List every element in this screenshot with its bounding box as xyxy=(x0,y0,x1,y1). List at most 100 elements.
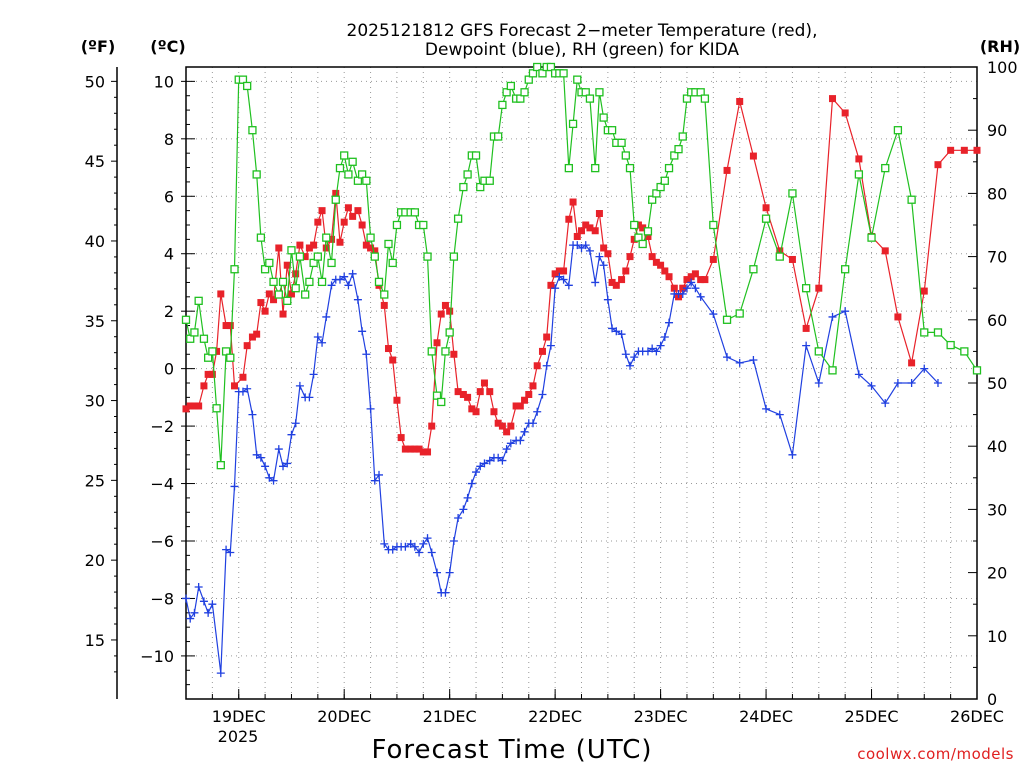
dewpoint-point xyxy=(581,241,590,250)
rh-point xyxy=(749,265,758,274)
rh-point xyxy=(722,315,732,324)
temperature-point xyxy=(516,402,524,410)
rh-point xyxy=(494,132,503,141)
chart-title-line2: Dewpoint (blue), RH (green) for KIDA xyxy=(425,40,740,60)
rh-point xyxy=(441,347,450,356)
rh-point xyxy=(419,220,428,230)
dewpoint-point xyxy=(287,430,296,439)
temperature-point xyxy=(507,422,515,430)
rh-point xyxy=(648,195,657,204)
series-rh xyxy=(181,62,982,470)
series-temperature xyxy=(182,95,981,456)
dewpoint-point xyxy=(828,312,837,321)
dewpoint-point xyxy=(327,281,336,290)
x-tick-label: 23DEC xyxy=(634,707,688,726)
x-tick-label: 21DEC xyxy=(423,707,477,726)
temperature-point xyxy=(472,408,480,416)
temperature-point xyxy=(920,287,928,295)
temperature-point xyxy=(586,224,594,232)
temperature-point xyxy=(691,270,699,278)
y-tick-label-c: −10 xyxy=(140,647,174,666)
temperature-point xyxy=(490,408,498,416)
dewpoint-point xyxy=(309,370,318,379)
rh-point xyxy=(696,88,705,97)
rh-point xyxy=(841,265,850,274)
rh-point xyxy=(265,258,274,268)
temperature-point xyxy=(305,244,313,252)
y-tick-label-c: 4 xyxy=(164,245,174,264)
y-tick-label-c: −2 xyxy=(150,417,174,436)
rh-point xyxy=(353,176,363,185)
dewpoint-point xyxy=(648,344,657,353)
temperature-point xyxy=(265,290,273,298)
rh-point xyxy=(216,461,225,470)
dewpoint-point xyxy=(344,281,353,290)
dewpoint-point xyxy=(472,468,481,477)
dewpoint-point xyxy=(498,456,507,465)
temperature-point xyxy=(670,284,678,292)
temperature-point xyxy=(582,221,590,229)
y-tick-label-f: 40 xyxy=(85,232,105,251)
temperature-point xyxy=(960,146,968,154)
temperature-point xyxy=(565,215,573,223)
rh-point xyxy=(533,62,542,72)
dewpoint-point xyxy=(401,542,410,551)
temperature-point xyxy=(512,402,520,410)
dewpoint-point xyxy=(362,350,371,359)
rh-point xyxy=(801,284,811,293)
rh-point xyxy=(283,296,292,305)
temperature-point xyxy=(543,333,551,341)
y-tick-label-rh: 70 xyxy=(987,248,1007,267)
temperature-point xyxy=(573,232,581,240)
temperature-point xyxy=(253,330,261,338)
dewpoint-point xyxy=(585,246,594,255)
temperature-point xyxy=(533,362,541,370)
rh-point xyxy=(506,81,515,91)
dewpoint-point xyxy=(595,252,604,261)
rh-point xyxy=(881,163,890,173)
rh-point xyxy=(423,252,432,261)
dewpoint-point xyxy=(375,470,384,479)
dewpoint-point xyxy=(603,295,612,304)
temperature-point xyxy=(446,307,454,315)
temperature-point xyxy=(261,307,269,315)
rh-point xyxy=(327,258,336,268)
dewpoint-point xyxy=(691,284,700,293)
temperature-point xyxy=(419,448,427,456)
dewpoint-point xyxy=(626,361,635,370)
dewpoint-point xyxy=(555,272,564,281)
temperature-point xyxy=(644,232,652,240)
temperature-point xyxy=(344,204,352,212)
rh-point xyxy=(591,163,600,173)
rh-point xyxy=(453,214,463,223)
temperature-point xyxy=(322,244,330,252)
temperature-point xyxy=(652,258,660,266)
series-dewpoint xyxy=(182,241,942,678)
temperature-point xyxy=(283,261,291,269)
y-tick-label-f: 50 xyxy=(85,72,105,91)
dewpoint-point xyxy=(370,476,379,485)
rh-point xyxy=(656,182,665,192)
temperature-point xyxy=(441,301,449,309)
rh-point xyxy=(660,176,669,185)
rh-point xyxy=(471,151,481,160)
dewpoint-point xyxy=(546,341,555,350)
y-tick-label-rh: 50 xyxy=(987,374,1007,393)
temperature-point xyxy=(204,370,212,378)
rh-point xyxy=(630,220,639,230)
temperature-point xyxy=(222,322,230,330)
temperature-point xyxy=(547,281,555,289)
temperature-point xyxy=(657,261,665,269)
rh-point xyxy=(269,277,278,287)
dewpoint-point xyxy=(388,545,397,554)
dewpoint-point xyxy=(775,410,784,419)
series-group xyxy=(181,62,982,678)
unit-label-rh: (RH) xyxy=(980,37,1020,56)
dewpoint-point xyxy=(274,445,283,454)
dewpoint-point xyxy=(723,353,732,362)
rh-point xyxy=(814,347,823,356)
dewpoint-point xyxy=(841,307,850,316)
dewpoint-point xyxy=(340,272,349,281)
dewpoint-point xyxy=(449,537,458,545)
dewpoint-point xyxy=(415,548,424,557)
